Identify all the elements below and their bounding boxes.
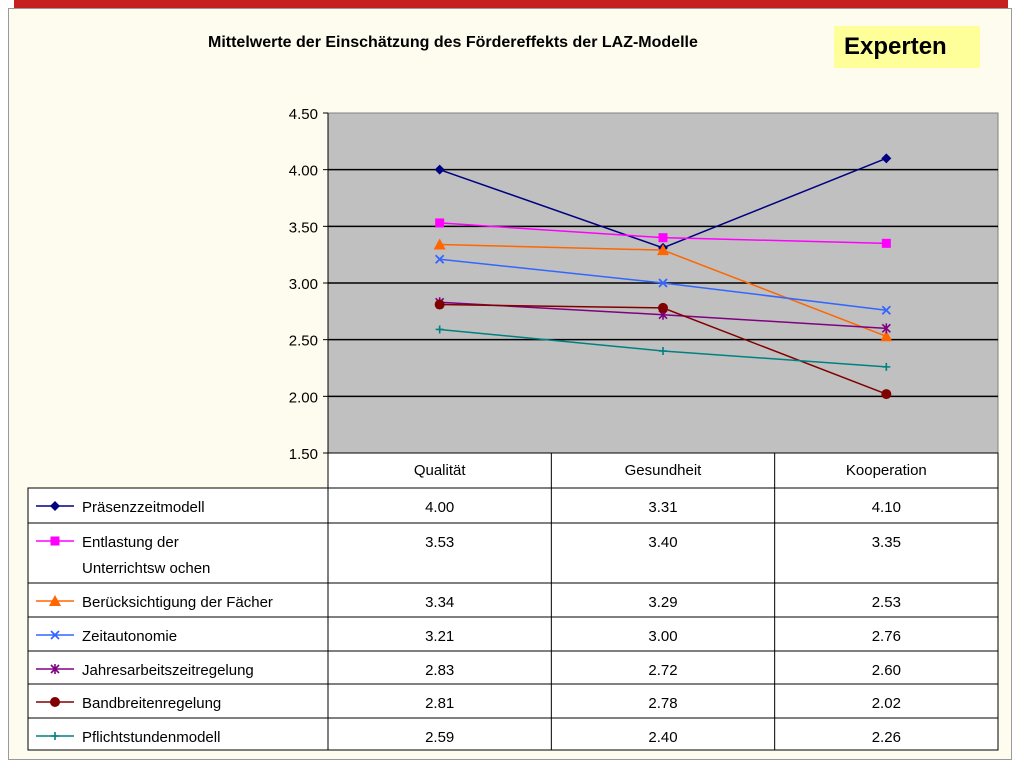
data-point <box>881 305 891 315</box>
experten-tag: Experten <box>834 26 980 68</box>
data-point <box>659 347 667 355</box>
table-body <box>27 487 999 751</box>
data-point <box>881 323 891 334</box>
data-point <box>433 238 446 250</box>
data-point <box>434 164 445 175</box>
data-point <box>435 325 444 334</box>
data-point <box>881 238 891 248</box>
data-point <box>658 233 668 243</box>
y-tick-label: 2.00 <box>289 389 318 406</box>
data-point <box>881 389 892 400</box>
table-value: 3.29 <box>648 594 677 611</box>
table-value: 2.60 <box>872 662 901 679</box>
data-point <box>51 732 59 740</box>
y-tick-label: 4.50 <box>289 106 318 123</box>
legend-label: Präsenzzeitmodell <box>82 499 205 516</box>
table-value: 3.40 <box>648 534 677 551</box>
data-point <box>658 302 668 313</box>
legend-label: Bandbreitenregelung <box>82 695 221 712</box>
table-value: 2.53 <box>872 594 901 611</box>
table-value: 3.31 <box>648 499 677 516</box>
data-point <box>50 501 60 511</box>
table-value: 3.35 <box>872 534 901 551</box>
data-point <box>881 153 892 164</box>
data-point <box>657 244 669 256</box>
data-point <box>880 330 893 342</box>
data-point <box>49 595 61 606</box>
data-point <box>50 630 60 640</box>
table-value: 4.00 <box>425 499 454 516</box>
table-value: 2.78 <box>648 695 677 712</box>
table-value: 3.53 <box>425 534 454 551</box>
table-value: 2.81 <box>425 695 454 712</box>
data-point <box>435 254 445 264</box>
table-value: 2.02 <box>872 695 901 712</box>
data-point <box>50 664 60 674</box>
table-value: 4.10 <box>872 499 901 516</box>
y-tick-label: 2.50 <box>289 333 318 350</box>
legend-label: Berücksichtigung der Fächer <box>82 594 273 611</box>
category-label: Qualität <box>414 462 467 479</box>
legend-label: Jahresarbeitszeitregelung <box>82 662 254 679</box>
legend-label: Unterrichtsw ochen <box>82 560 210 577</box>
category-label: Kooperation <box>846 462 927 479</box>
y-tick-label: 4.00 <box>289 163 318 180</box>
legend-label: Pflichtstundenmodell <box>82 729 220 746</box>
y-tick-label: 1.50 <box>289 446 318 463</box>
table-value: 2.83 <box>425 662 454 679</box>
table-value: 2.76 <box>872 628 901 645</box>
data-point <box>50 536 60 546</box>
data-point <box>658 278 668 288</box>
table-value: 2.59 <box>425 729 454 746</box>
y-tick-label: 3.50 <box>289 219 318 236</box>
table-value: 2.40 <box>648 729 677 746</box>
table-value: 2.72 <box>648 662 677 679</box>
data-point <box>882 362 891 371</box>
data-point <box>434 299 445 310</box>
legend-label: Entlastung der <box>82 534 179 551</box>
data-point <box>435 218 445 228</box>
y-tick-label: 3.00 <box>289 276 318 293</box>
table-value: 3.00 <box>648 628 677 645</box>
chart-title: Mittelwerte der Einschätzung des Fördere… <box>208 34 698 51</box>
legend-label: Zeitautonomie <box>82 628 177 645</box>
table-value: 3.34 <box>425 594 454 611</box>
table-value: 3.21 <box>425 628 454 645</box>
data-point <box>50 697 60 707</box>
table-value: 2.26 <box>872 729 901 746</box>
category-label: Gesundheit <box>625 462 703 479</box>
